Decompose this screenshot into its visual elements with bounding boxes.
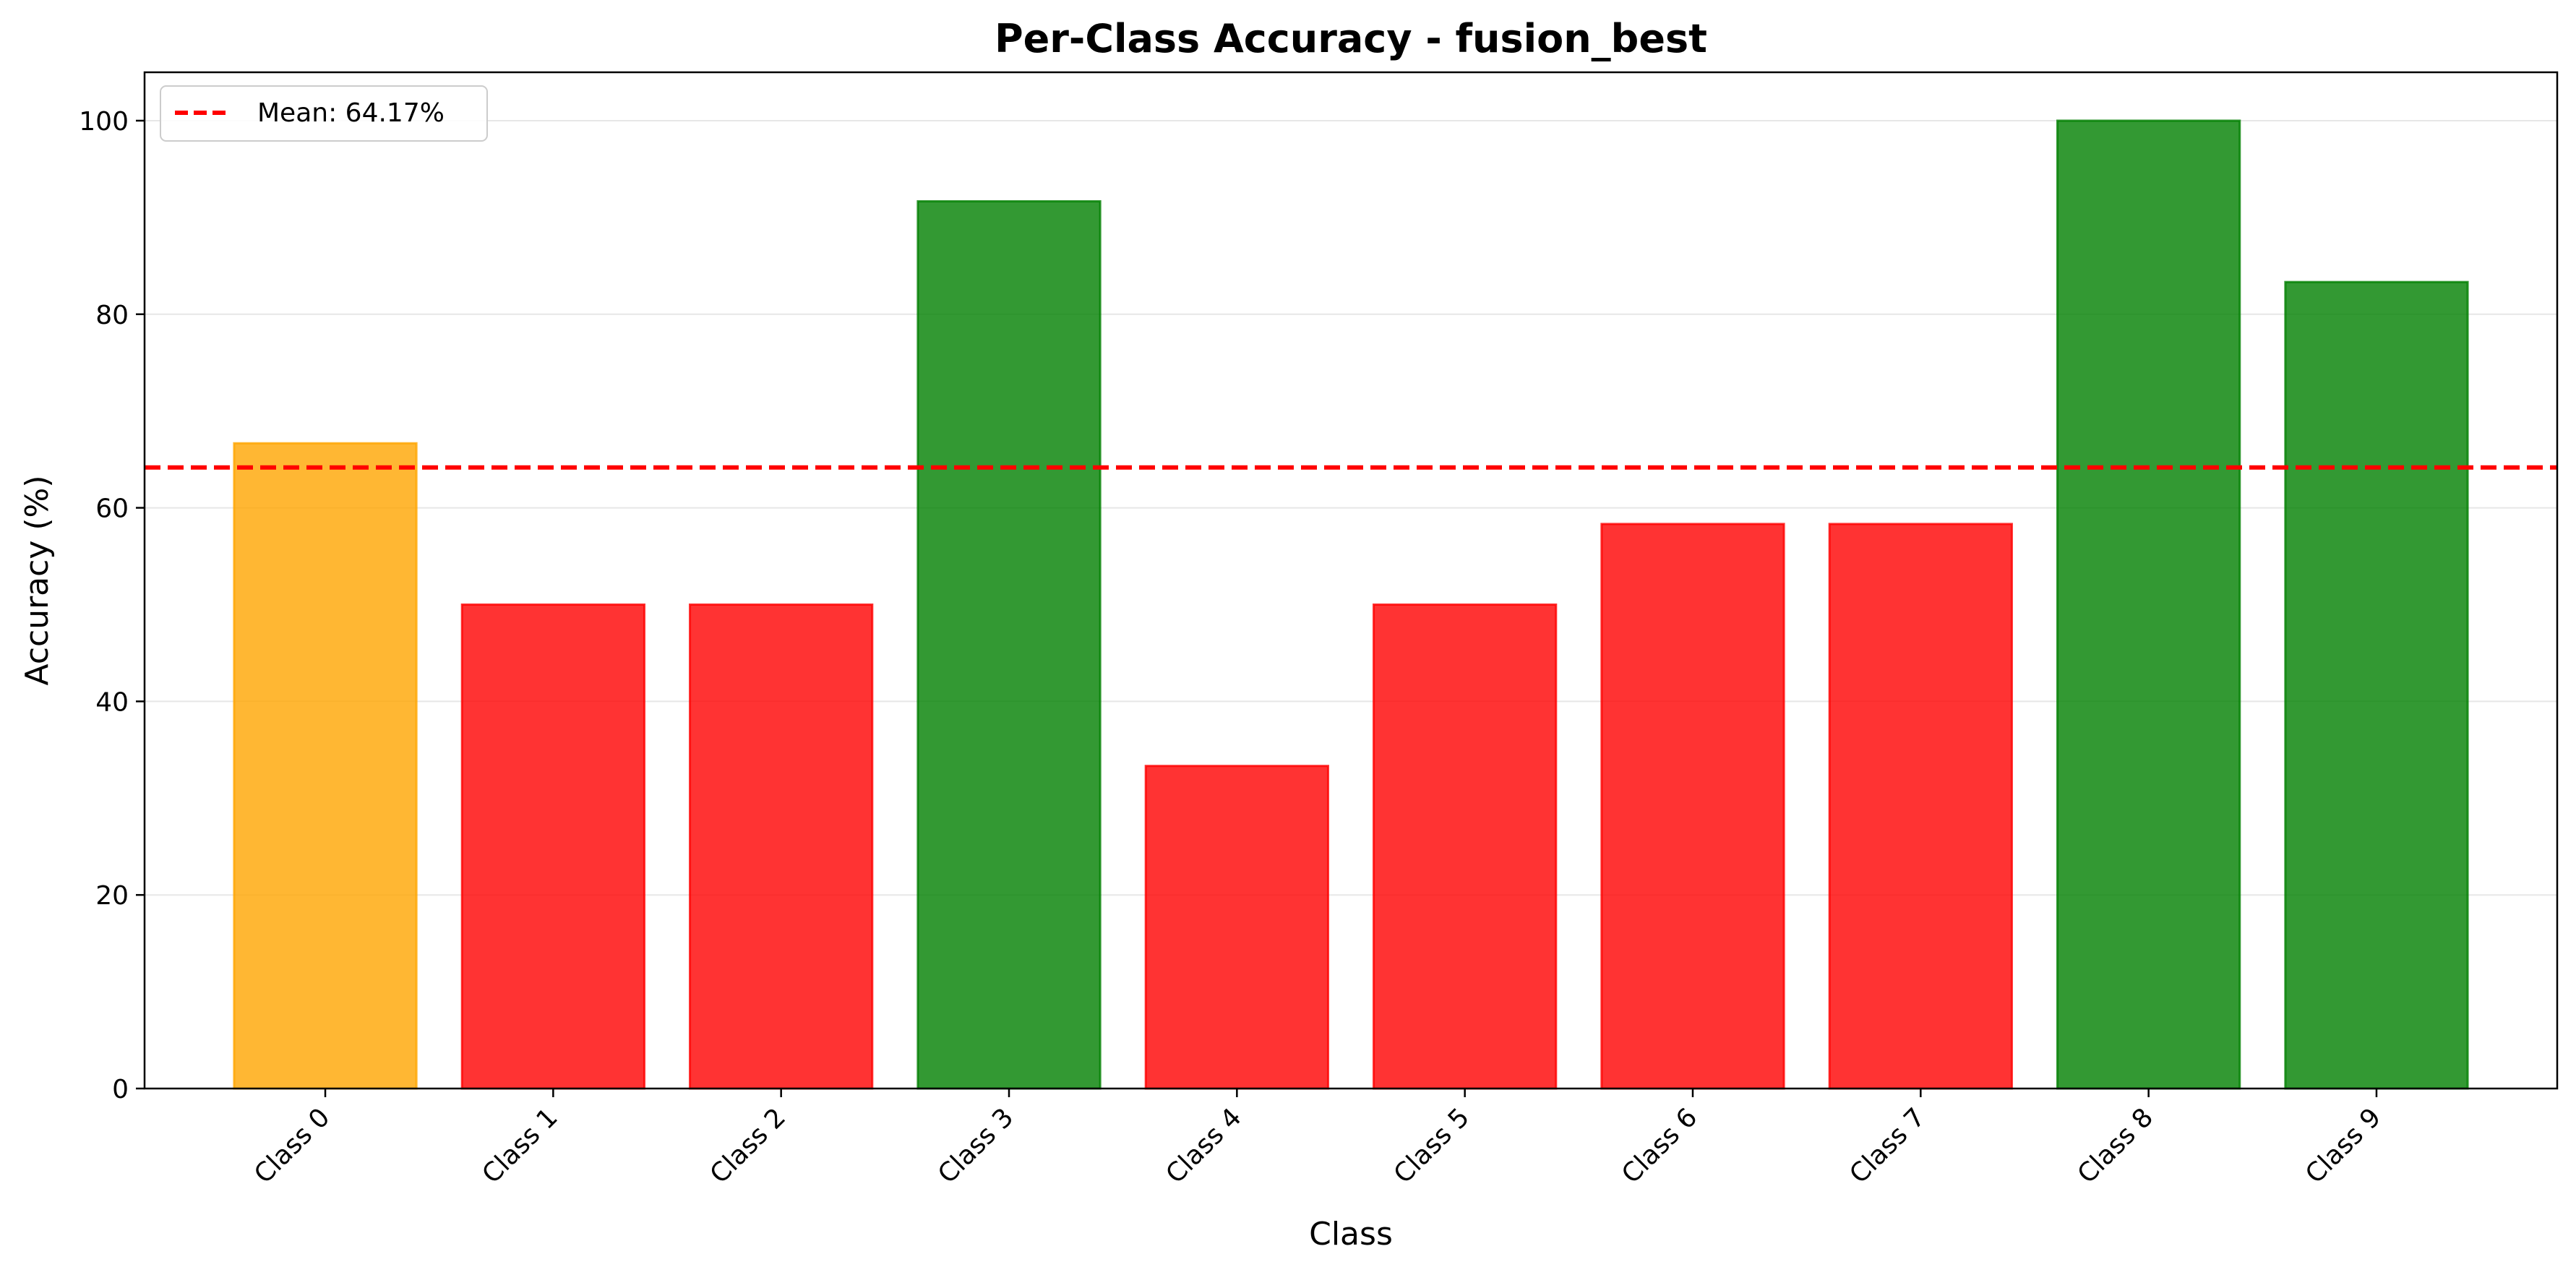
x-tick-label: Class 5 <box>1388 1102 1475 1189</box>
bar <box>2284 280 2469 1090</box>
y-tick-label: 40 <box>95 687 129 717</box>
bar <box>1828 523 2013 1090</box>
x-axis-ticks: Class 0 Class 1 Class 2 Class 3 Class 4 Class… <box>249 1089 2387 1190</box>
x-tick-label: Class 2 <box>705 1102 791 1189</box>
x-tick-label: Class 0 <box>249 1102 335 1189</box>
y-tick-label: 100 <box>79 107 129 137</box>
x-tick-label: Class 9 <box>2300 1102 2387 1189</box>
x-tick-label: Class 4 <box>1160 1102 1247 1189</box>
bar <box>1373 603 1558 1090</box>
legend-mean-label: Mean: 64.17% <box>257 98 445 128</box>
bar <box>460 603 645 1090</box>
legend: Mean: 64.17% <box>160 85 488 142</box>
x-tick-label: Class 7 <box>1844 1102 1931 1189</box>
y-axis-ticks: 0 20 40 60 80 100 <box>79 107 145 1104</box>
bar <box>916 199 1102 1090</box>
x-tick-label: Class 3 <box>932 1102 1019 1189</box>
legend-box <box>160 85 488 142</box>
plot-frame <box>143 71 2559 1090</box>
y-tick-label: 60 <box>95 494 129 524</box>
y-tick-label: 80 <box>95 301 129 330</box>
bar <box>689 603 874 1090</box>
x-tick-label: Class 6 <box>1616 1102 1703 1189</box>
bar <box>1600 523 1785 1090</box>
x-tick-label: Class 1 <box>476 1102 563 1189</box>
y-tick-label: 0 <box>112 1075 129 1104</box>
bar <box>1144 765 1329 1090</box>
bar <box>2056 119 2241 1090</box>
x-tick-label: Class 8 <box>2072 1102 2159 1189</box>
bar <box>233 442 418 1090</box>
x-axis-label: Class <box>1309 1216 1393 1253</box>
y-axis-label: Accuracy (%) <box>19 475 56 685</box>
bars-group <box>233 119 2469 1090</box>
y-tick-label: 20 <box>95 881 129 911</box>
chart-title: Per-Class Accuracy - fusion_best <box>995 16 1707 61</box>
